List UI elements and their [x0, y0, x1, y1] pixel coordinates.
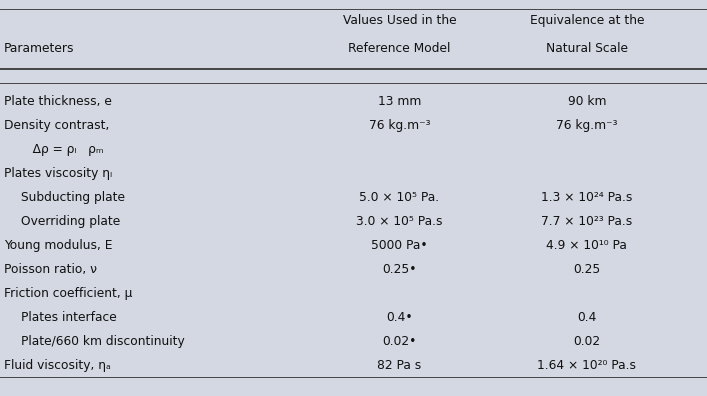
Text: Δρ = ρₗ   ρₘ: Δρ = ρₗ ρₘ [21, 143, 104, 156]
Text: Plates viscosity ηₗ: Plates viscosity ηₗ [4, 167, 112, 180]
Text: Density contrast,: Density contrast, [4, 119, 109, 132]
Text: 4.9 × 10¹⁰ Pa: 4.9 × 10¹⁰ Pa [547, 239, 627, 252]
Text: Overriding plate: Overriding plate [21, 215, 120, 228]
Text: 0.25: 0.25 [573, 263, 600, 276]
Text: 76 kg.m⁻³: 76 kg.m⁻³ [556, 119, 617, 132]
Text: 0.4: 0.4 [577, 311, 597, 324]
Text: 1.3 × 10²⁴ Pa.s: 1.3 × 10²⁴ Pa.s [541, 191, 633, 204]
Text: Friction coefficient, μ: Friction coefficient, μ [4, 287, 132, 300]
Text: 90 km: 90 km [568, 95, 606, 108]
Text: 0.4•: 0.4• [386, 311, 413, 324]
Text: Subducting plate: Subducting plate [21, 191, 125, 204]
Text: Plate thickness, e: Plate thickness, e [4, 95, 112, 108]
Text: 7.7 × 10²³ Pa.s: 7.7 × 10²³ Pa.s [541, 215, 633, 228]
Text: Natural Scale: Natural Scale [546, 42, 628, 55]
Text: 82 Pa s: 82 Pa s [378, 359, 421, 372]
Text: 76 kg.m⁻³: 76 kg.m⁻³ [369, 119, 430, 132]
Text: Plate/660 km discontinuity: Plate/660 km discontinuity [21, 335, 185, 348]
Text: 0.02•: 0.02• [382, 335, 416, 348]
Text: 13 mm: 13 mm [378, 95, 421, 108]
Text: Fluid viscosity, ηₐ: Fluid viscosity, ηₐ [4, 359, 110, 372]
Text: 5.0 × 10⁵ Pa.: 5.0 × 10⁵ Pa. [359, 191, 440, 204]
Text: Values Used in the: Values Used in the [343, 14, 456, 27]
Text: Equivalence at the: Equivalence at the [530, 14, 644, 27]
Text: 0.02: 0.02 [573, 335, 600, 348]
Text: Poisson ratio, ν: Poisson ratio, ν [4, 263, 97, 276]
Text: 1.64 × 10²⁰ Pa.s: 1.64 × 10²⁰ Pa.s [537, 359, 636, 372]
Text: Parameters: Parameters [4, 42, 74, 55]
Text: Reference Model: Reference Model [349, 42, 450, 55]
Text: 0.25•: 0.25• [382, 263, 416, 276]
Text: Plates interface: Plates interface [21, 311, 117, 324]
Text: 3.0 × 10⁵ Pa.s: 3.0 × 10⁵ Pa.s [356, 215, 443, 228]
Text: 5000 Pa•: 5000 Pa• [371, 239, 428, 252]
Text: Young modulus, E: Young modulus, E [4, 239, 112, 252]
